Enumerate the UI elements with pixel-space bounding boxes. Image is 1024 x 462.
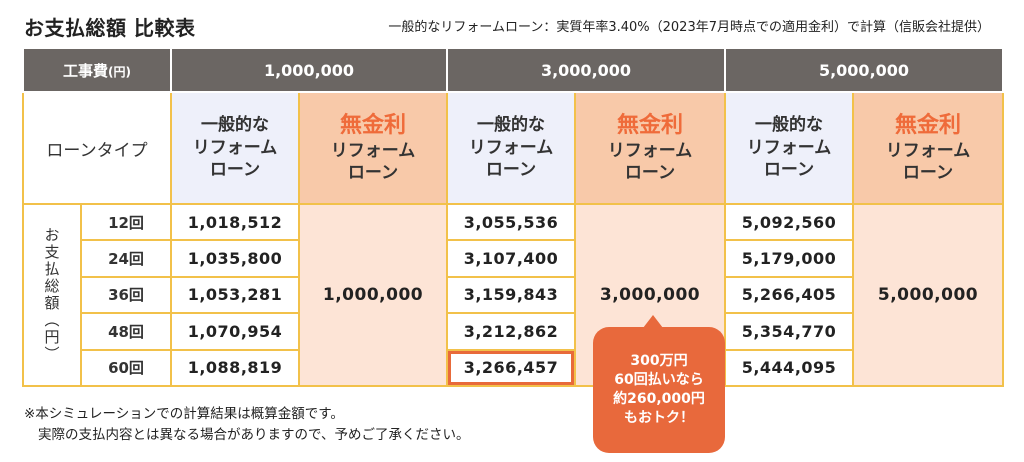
disclaimer-line2: 実際の支払内容とは異なる場合がありますので、予めご了承ください。: [38, 426, 470, 443]
general-loan-line2: リフォーム: [468, 137, 554, 158]
disclaimer-line1: ※本シミュレーションでの計算結果は概算金額です。: [24, 406, 344, 422]
general-total-1m: 1,070,954: [170, 312, 300, 351]
general-total-1m: 1,035,800: [170, 239, 300, 278]
savings-callout: 300万円 60回払いなら 約260,000円 もおトク！: [593, 315, 725, 453]
nofee-emphasis: 無金利: [339, 112, 406, 138]
nofee-total-5m: 5,000,000: [852, 203, 1004, 387]
general-loan-line2: リフォーム: [192, 137, 278, 158]
general-total-5m: 5,266,405: [724, 275, 854, 315]
general-loan-line1: 一般的な: [201, 114, 269, 135]
highlighted-general-total-3m: 3,266,457: [446, 348, 576, 387]
general-total-3m: 3,107,400: [446, 239, 576, 278]
page-title: お支払総額 比較表: [24, 16, 196, 40]
table-row: お支払総額（円） 12回 1,018,512 1,000,000 3,055,5…: [22, 202, 1004, 387]
cost-header-3m: 3,000,000: [446, 47, 726, 93]
general-total-5m: 5,354,770: [724, 312, 854, 351]
general-loan-header-5m: 一般的な リフォーム ローン: [724, 91, 854, 205]
nofee-loan-header-5m: 無金利 リフォーム ローン: [852, 91, 1004, 205]
term-cell: 48回: [80, 312, 172, 351]
general-total-1m: 1,018,512: [170, 202, 300, 242]
callout-line3: 約260,000円: [613, 391, 705, 407]
loan-type-label: ローンタイプ: [22, 91, 172, 205]
general-loan-line3: ローン: [485, 160, 537, 181]
general-loan-header-3m: 一般的な リフォーム ローン: [446, 91, 576, 205]
comparison-table: 工事費(円) 1,000,000 3,000,000 5,000,000 ローン…: [22, 47, 1004, 387]
general-loan-line1: 一般的な: [755, 114, 823, 135]
loan-type-row: ローンタイプ 一般的な リフォーム ローン 無金利 リフォーム ローン 一般的な…: [22, 91, 1004, 205]
callout-line1: 300万円: [630, 353, 688, 370]
general-total-3m: 3,055,536: [446, 202, 576, 242]
table-row: 48回 1,070,954 3,212,862 5,354,770: [23, 312, 1003, 351]
nofee-line3: ローン: [624, 163, 676, 184]
nofee-line3: ローン: [347, 163, 399, 184]
term-cell: 60回: [80, 348, 172, 387]
general-total-3m: 3,212,862: [446, 312, 576, 351]
general-loan-line3: ローン: [209, 160, 261, 181]
general-loan-line2: リフォーム: [746, 137, 832, 158]
nofee-line2: リフォーム: [885, 141, 971, 162]
nofee-loan-header-1m: 無金利 リフォーム ローン: [298, 91, 448, 205]
table-row: 36回 1,053,281 3,159,843 5,266,405: [23, 275, 1003, 315]
nofee-total-1m: 1,000,000: [298, 203, 448, 387]
table-row: 60回 1,088,819 3,266,457 5,444,095: [23, 348, 1003, 387]
general-total-5m: 5,444,095: [724, 348, 854, 387]
rate-note: 一般的なリフォームローン：実質年率3.40%（2023年7月時点での適用金利）で…: [388, 20, 990, 35]
total-payment-side-label: お支払総額（円）: [22, 203, 82, 387]
general-loan-line1: 一般的な: [477, 114, 545, 135]
cost-header-1m: 1,000,000: [170, 47, 448, 93]
table-row: 24回 1,035,800 3,107,400 5,179,000: [23, 239, 1003, 278]
general-loan-header-1m: 一般的な リフォーム ローン: [170, 91, 300, 205]
term-cell: 36回: [80, 275, 172, 315]
general-total-5m: 5,092,560: [724, 202, 854, 242]
general-total-5m: 5,179,000: [724, 239, 854, 278]
disclaimer: ※本シミュレーションでの計算結果は概算金額です。 実際の支払内容とは異なる場合が…: [24, 404, 469, 446]
cost-header-label: 工事費: [63, 61, 109, 80]
header-row: 工事費(円) 1,000,000 3,000,000 5,000,000: [22, 47, 1004, 93]
cost-header-5m: 5,000,000: [724, 47, 1004, 93]
callout-line2: 60回払いなら: [614, 372, 704, 389]
general-total-1m: 1,053,281: [170, 275, 300, 315]
general-loan-line3: ローン: [763, 160, 815, 181]
nofee-line2: リフォーム: [607, 141, 693, 162]
cost-header-unit: (円): [108, 64, 131, 79]
nofee-line3: ローン: [902, 163, 954, 184]
nofee-line2: リフォーム: [330, 141, 416, 162]
callout-line4: もおトク！: [624, 409, 694, 426]
term-cell: 24回: [80, 239, 172, 278]
nofee-emphasis: 無金利: [894, 112, 961, 138]
general-total-1m: 1,088,819: [170, 348, 300, 387]
general-total-3m: 3,159,843: [446, 275, 576, 315]
cost-header: 工事費(円): [22, 47, 172, 93]
nofee-loan-header-3m: 無金利 リフォーム ローン: [574, 91, 726, 205]
nofee-emphasis: 無金利: [616, 112, 683, 138]
term-cell: 12回: [80, 202, 172, 242]
